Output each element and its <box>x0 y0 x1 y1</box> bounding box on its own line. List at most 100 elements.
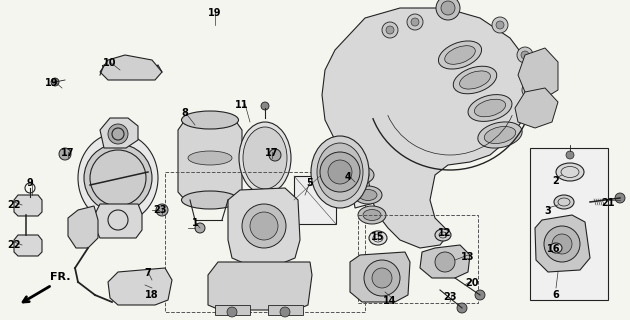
Circle shape <box>195 223 205 233</box>
Text: 22: 22 <box>8 240 21 250</box>
Ellipse shape <box>188 151 232 165</box>
Text: 11: 11 <box>235 100 249 110</box>
Bar <box>358 215 478 303</box>
Text: 12: 12 <box>438 228 452 238</box>
Circle shape <box>242 204 286 248</box>
Circle shape <box>517 47 533 63</box>
Ellipse shape <box>453 66 496 94</box>
Circle shape <box>407 14 423 30</box>
Text: 1: 1 <box>192 218 198 228</box>
Text: 23: 23 <box>444 292 457 302</box>
Text: 3: 3 <box>544 206 551 216</box>
Polygon shape <box>100 118 138 148</box>
Ellipse shape <box>181 191 239 209</box>
Bar <box>215 305 250 315</box>
Polygon shape <box>108 268 172 305</box>
Text: 2: 2 <box>553 176 559 186</box>
Polygon shape <box>535 215 590 272</box>
Ellipse shape <box>317 143 363 201</box>
Text: 16: 16 <box>547 244 561 254</box>
Ellipse shape <box>359 189 377 201</box>
Polygon shape <box>348 152 385 208</box>
Circle shape <box>320 152 360 192</box>
Polygon shape <box>100 55 162 80</box>
Text: 10: 10 <box>103 58 117 68</box>
Polygon shape <box>350 252 410 302</box>
Circle shape <box>436 0 460 20</box>
Circle shape <box>441 1 455 15</box>
Circle shape <box>280 307 290 317</box>
Circle shape <box>526 86 534 94</box>
Circle shape <box>544 226 580 262</box>
Ellipse shape <box>554 195 574 209</box>
Polygon shape <box>95 204 142 238</box>
Text: 15: 15 <box>371 232 385 242</box>
Polygon shape <box>68 206 98 248</box>
Polygon shape <box>322 8 530 248</box>
Circle shape <box>435 252 455 272</box>
Text: 17: 17 <box>265 148 278 158</box>
Circle shape <box>492 17 508 33</box>
Circle shape <box>475 290 485 300</box>
Text: 7: 7 <box>145 268 151 278</box>
Text: 5: 5 <box>307 178 313 188</box>
Bar <box>165 172 365 312</box>
Ellipse shape <box>478 122 522 148</box>
Text: 18: 18 <box>145 290 159 300</box>
Ellipse shape <box>556 163 584 181</box>
Text: 6: 6 <box>553 290 559 300</box>
Ellipse shape <box>358 206 386 224</box>
Ellipse shape <box>78 133 158 223</box>
Circle shape <box>227 307 237 317</box>
Ellipse shape <box>550 243 562 253</box>
Text: 13: 13 <box>461 252 475 262</box>
Circle shape <box>552 234 572 254</box>
Ellipse shape <box>438 41 481 69</box>
Circle shape <box>457 303 467 313</box>
Ellipse shape <box>336 149 354 161</box>
Ellipse shape <box>445 46 475 64</box>
Text: 4: 4 <box>345 172 352 182</box>
Circle shape <box>411 18 419 26</box>
Text: FR.: FR. <box>50 272 71 282</box>
Text: 19: 19 <box>209 8 222 18</box>
Ellipse shape <box>484 126 516 143</box>
Text: 22: 22 <box>8 200 21 210</box>
Polygon shape <box>515 88 558 128</box>
Circle shape <box>386 26 394 34</box>
Ellipse shape <box>346 166 374 184</box>
Circle shape <box>108 124 128 144</box>
Circle shape <box>261 102 269 110</box>
Circle shape <box>156 204 168 216</box>
Ellipse shape <box>363 210 381 220</box>
Bar <box>294 176 336 224</box>
Polygon shape <box>14 235 42 256</box>
Circle shape <box>51 78 59 86</box>
Polygon shape <box>178 120 242 200</box>
Ellipse shape <box>351 170 369 180</box>
Text: 19: 19 <box>45 78 59 88</box>
Circle shape <box>522 82 538 98</box>
Circle shape <box>615 193 625 203</box>
Polygon shape <box>420 245 470 278</box>
Polygon shape <box>14 195 42 216</box>
Text: 8: 8 <box>181 108 188 118</box>
Ellipse shape <box>435 229 451 241</box>
Bar <box>268 305 303 315</box>
Bar <box>530 148 608 300</box>
Ellipse shape <box>459 71 490 89</box>
Ellipse shape <box>354 186 382 204</box>
Text: 23: 23 <box>153 205 167 215</box>
Ellipse shape <box>474 99 506 117</box>
Ellipse shape <box>181 111 239 129</box>
Text: 17: 17 <box>61 148 75 158</box>
Text: 14: 14 <box>383 296 397 306</box>
Ellipse shape <box>369 231 387 245</box>
Circle shape <box>328 160 352 184</box>
Circle shape <box>59 148 71 160</box>
Circle shape <box>84 144 152 212</box>
Circle shape <box>566 151 574 159</box>
Circle shape <box>382 22 398 38</box>
Circle shape <box>521 51 529 59</box>
Ellipse shape <box>243 127 287 189</box>
